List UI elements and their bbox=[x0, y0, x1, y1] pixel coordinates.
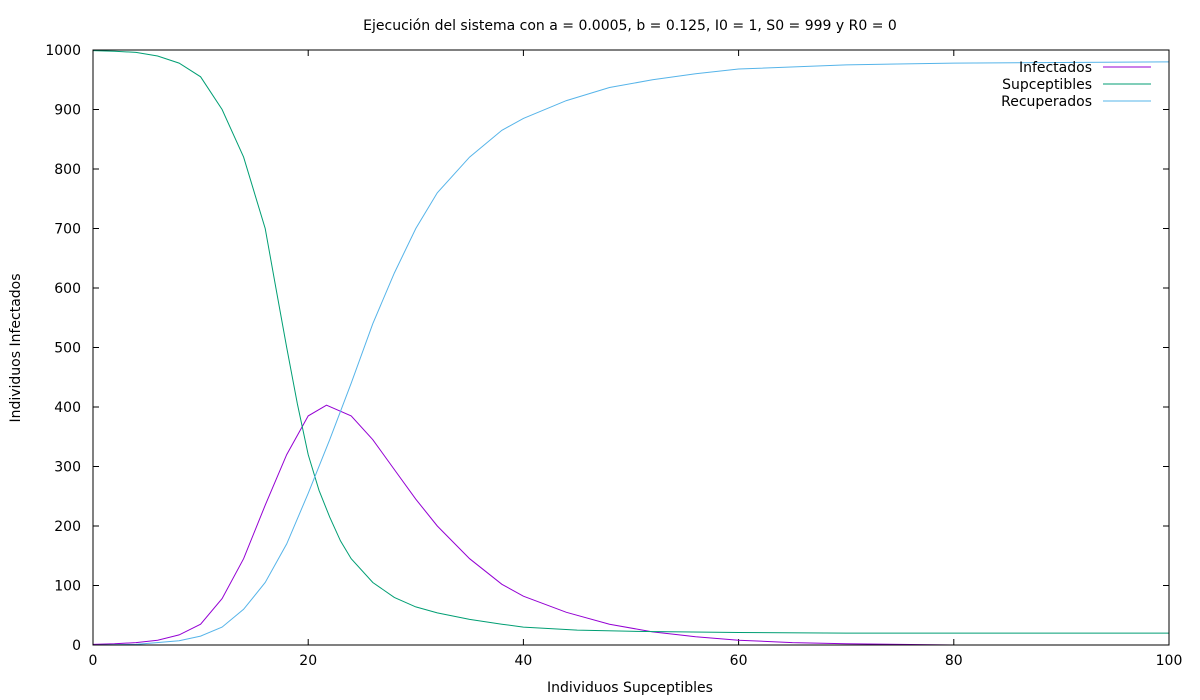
y-tick-label: 400 bbox=[54, 400, 81, 416]
x-tick-label: 60 bbox=[730, 653, 748, 669]
legend-label: Recuperados bbox=[1001, 94, 1092, 110]
legend-label: Infectados bbox=[1019, 60, 1092, 76]
y-tick-label: 200 bbox=[54, 519, 81, 535]
plot-frame bbox=[92, 49, 1170, 646]
y-axis-label: Individuos Infectados bbox=[8, 273, 24, 422]
chart-title: Ejecución del sistema con a = 0.0005, b … bbox=[363, 18, 897, 34]
axis-ticks: 0 20 40 60 80 1000100200300400500600700800900… bbox=[45, 43, 1182, 669]
y-tick-label: 900 bbox=[54, 103, 81, 119]
y-tick-label: 1000 bbox=[45, 43, 81, 59]
y-tick-label: 100 bbox=[54, 579, 81, 595]
y-tick-label: 300 bbox=[54, 460, 81, 476]
x-tick-label: 100 bbox=[1156, 653, 1183, 669]
y-tick-label: 500 bbox=[54, 341, 81, 357]
y-tick-label: 800 bbox=[54, 162, 81, 178]
y-tick-label: 600 bbox=[54, 281, 81, 297]
legend-label: Supceptibles bbox=[1002, 77, 1092, 93]
x-tick-label: 80 bbox=[945, 653, 963, 669]
y-tick-label: 0 bbox=[72, 638, 81, 654]
x-tick-label: 40 bbox=[514, 653, 532, 669]
x-axis-label: Individuos Supceptibles bbox=[547, 680, 713, 696]
series-line-recuperados bbox=[92, 61, 1170, 646]
series-line-infectados bbox=[92, 404, 954, 646]
x-tick-label: 20 bbox=[299, 653, 317, 669]
x-tick-label: 0 bbox=[89, 653, 98, 669]
series-line-supceptibles bbox=[92, 50, 1169, 634]
y-tick-label: 700 bbox=[54, 222, 81, 238]
series-layer bbox=[92, 50, 1170, 646]
